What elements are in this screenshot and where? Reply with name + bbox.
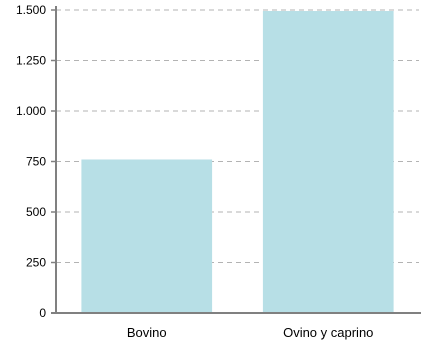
y-tick-label: 750 — [26, 155, 46, 169]
y-tick-label: 0 — [39, 306, 46, 320]
bar-ovino-y-caprino — [262, 11, 394, 313]
y-tick-label: 500 — [26, 205, 46, 219]
x-tick-label: Ovino y caprino — [283, 325, 373, 340]
y-tick-label: 1.250 — [16, 54, 46, 68]
y-tick-label: 1.000 — [16, 104, 46, 118]
bar-bovino — [81, 159, 213, 313]
y-tick-label: 1.500 — [16, 3, 46, 17]
x-tick-labels: Bovino Ovino y caprino — [127, 325, 374, 340]
y-tick-labels: 0 250 500 750 1.000 1.250 1.500 — [16, 3, 56, 320]
y-tick-label: 250 — [26, 256, 46, 270]
bars — [81, 11, 394, 313]
grid-lines — [56, 9, 419, 263]
x-tick-label: Bovino — [127, 325, 167, 340]
